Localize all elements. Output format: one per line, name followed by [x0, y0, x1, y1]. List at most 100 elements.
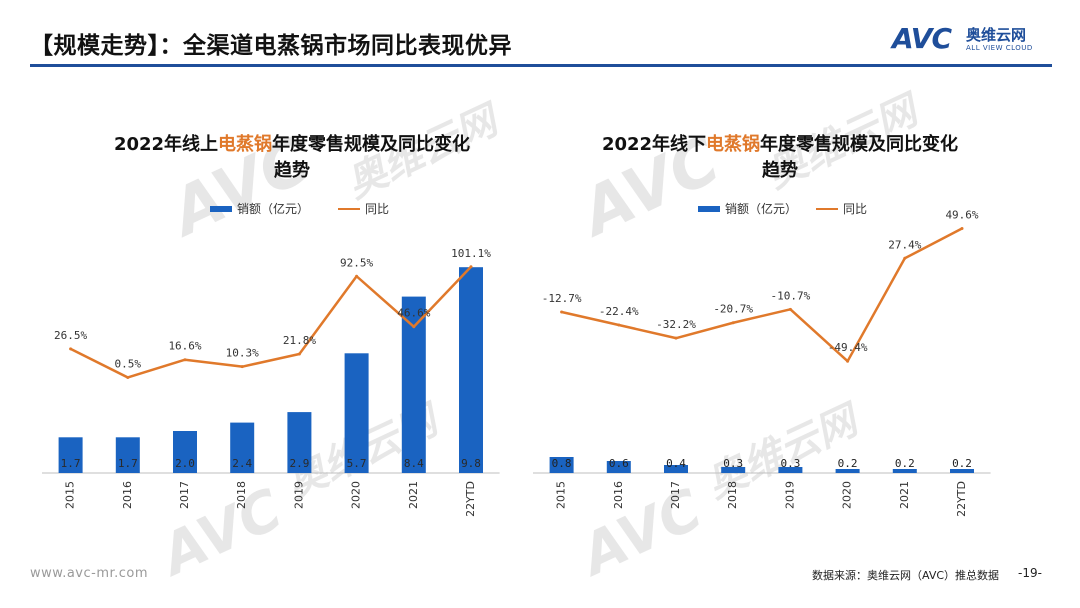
title-line2: 趋势: [274, 160, 310, 181]
bar-value-label: 0.8: [552, 457, 572, 470]
bar-value-label: 2.9: [289, 457, 309, 470]
bar-value-label: 0.2: [895, 457, 915, 470]
bar-value-label: 8.4: [404, 457, 424, 470]
yoy-point: [731, 321, 735, 325]
x-tick-label: 2018: [235, 481, 248, 509]
title-highlight: 电蒸锅: [706, 134, 761, 155]
yoy-label: 49.6%: [945, 209, 978, 222]
yoy-label: 27.4%: [888, 238, 921, 251]
bar-2021: [892, 469, 917, 473]
bar-2019: [287, 412, 312, 473]
logo-en: ALL VIEW CLOUD: [966, 44, 1033, 52]
yoy-point: [674, 336, 678, 340]
yoy-label: 0.5%: [115, 357, 142, 370]
logo-mark: AVC: [892, 22, 952, 55]
x-tick-label: 2020: [350, 481, 363, 509]
footer-url[interactable]: www.avc-mr.com: [30, 566, 149, 581]
yoy-label: 16.6%: [168, 340, 201, 353]
legend-bar-label: 销额（亿元）: [725, 202, 798, 216]
yoy-point: [617, 323, 621, 327]
yoy-line: [70, 265, 472, 379]
x-tick-label: 2018: [726, 481, 739, 509]
x-tick-label: 2021: [898, 481, 911, 509]
title-highlight: 电蒸锅: [218, 134, 273, 155]
bar-2019: [778, 467, 803, 473]
bar-22YTD: [459, 267, 483, 473]
x-tick-label: 22YTD: [955, 481, 968, 517]
yoy-point: [788, 307, 792, 311]
x-tick-label: 2017: [178, 481, 191, 509]
bar-value-label: 0.3: [723, 457, 743, 470]
bar-2020: [344, 353, 369, 473]
bar-value-label: 0.6: [609, 457, 629, 470]
chart-online-plot: 1.7 1.7 2.0 2.4 2.9 5.7 8.4 9.8 2015 2016 2017 2018…: [42, 247, 500, 517]
yoy-line: [561, 227, 963, 363]
yoy-point: [240, 365, 244, 369]
bar-value-label: 2.0: [175, 457, 195, 470]
bar-value-label: 0.2: [838, 457, 858, 470]
bar-2016: [606, 461, 631, 473]
legend-line-item: 同比: [816, 200, 867, 217]
chart-online-title: 2022年线上电蒸锅年度零售规模及同比变化 趋势: [42, 132, 542, 184]
logo-cn: 奥维云网: [966, 26, 1027, 44]
bar-2020: [835, 469, 860, 473]
bar-2018: [721, 467, 746, 473]
bar-value-label: 0.4: [666, 457, 686, 470]
bar-2015: [549, 457, 574, 473]
bar-value-label: 9.8: [461, 457, 481, 470]
bar-value-label: 0.2: [952, 457, 972, 470]
x-tick-label: 2015: [64, 481, 77, 509]
legend-line-swatch: [338, 207, 360, 210]
x-tick-label: 22YTD: [464, 481, 477, 517]
chart-offline-plot: 0.8 0.6 0.4 0.3 0.3 0.2 0.2 0.2 2015 2016 2017 2018…: [533, 209, 991, 517]
legend-line-item: 同比: [338, 200, 389, 217]
yoy-label: 46.6%: [397, 307, 430, 320]
bar-value-label: 1.7: [118, 457, 138, 470]
yoy-label: -49.4%: [828, 341, 868, 354]
legend-line-label: 同比: [843, 202, 868, 216]
x-tick-label: 2016: [121, 481, 134, 509]
chart-offline: 2022年线下电蒸锅年度零售规模及同比变化 趋势 销额（亿元） 同比 0.8 0.…: [530, 118, 1030, 578]
legend-bar-swatch: [210, 205, 232, 212]
bar-2017: [173, 431, 197, 473]
bar-2015: [58, 437, 83, 473]
yoy-label: -10.7%: [771, 289, 811, 302]
yoy-point: [560, 310, 564, 314]
yoy-label: 10.3%: [226, 347, 259, 360]
yoy-label: 21.8%: [283, 334, 316, 347]
x-tick-label: 2020: [841, 481, 854, 509]
x-tick-label: 2019: [783, 481, 796, 509]
legend-line-swatch: [816, 207, 838, 210]
legend-bar-item: 销额（亿元）: [698, 200, 797, 217]
header-rule: [30, 64, 1052, 67]
bar-2018: [230, 422, 255, 473]
yoy-label: 26.5%: [54, 329, 87, 342]
title-part-a: 2022年线上: [113, 134, 219, 155]
x-tick-label: 2015: [555, 481, 568, 509]
yoy-point: [903, 256, 907, 260]
yoy-point: [412, 325, 416, 329]
footer-source: 数据来源：奥维云网（AVC）推总数据: [812, 569, 1000, 582]
yoy-point: [469, 265, 473, 269]
x-tick-label: 2019: [292, 481, 305, 509]
yoy-point: [297, 352, 301, 356]
chart-offline-title: 2022年线下电蒸锅年度零售规模及同比变化 趋势: [530, 132, 1030, 184]
title-line2: 趋势: [762, 160, 798, 181]
yoy-point: [846, 359, 850, 363]
bar-2016: [115, 437, 140, 473]
yoy-label: 92.5%: [340, 256, 373, 269]
page-number: -19-: [1018, 566, 1042, 580]
title-part-a: 2022年线下: [601, 134, 707, 155]
x-tick-label: 2016: [612, 481, 625, 509]
yoy-point: [355, 274, 359, 278]
yoy-label: -12.7%: [542, 292, 582, 305]
yoy-label: -22.4%: [599, 305, 639, 318]
yoy-label: -20.7%: [713, 303, 753, 316]
x-tick-label: 2017: [669, 481, 682, 509]
legend-bar-label: 销额（亿元）: [237, 202, 310, 216]
yoy-point: [126, 375, 130, 379]
page-title: 【规模走势】：全渠道电蒸锅市场同比表现优异: [30, 33, 512, 59]
bar-value-label: 5.7: [347, 457, 367, 470]
bar-22YTD: [950, 469, 974, 473]
yoy-point: [183, 358, 187, 362]
